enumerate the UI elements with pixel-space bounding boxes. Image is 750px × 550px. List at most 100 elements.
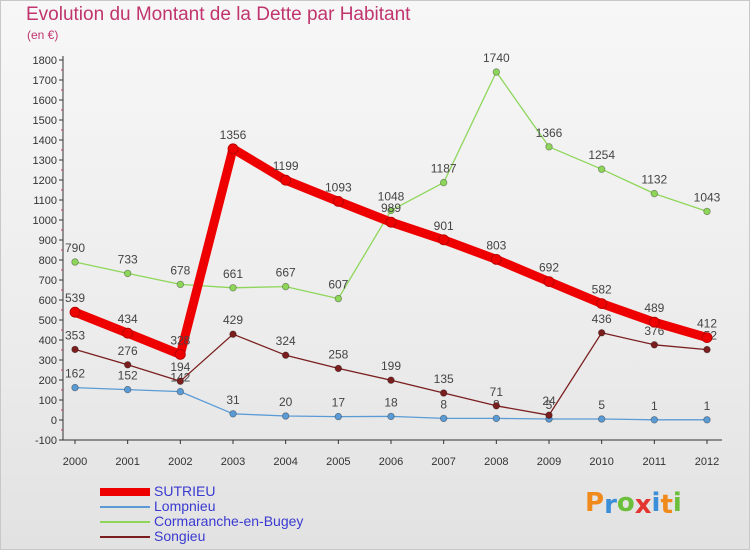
- series-line-sutrieu: [70, 144, 712, 359]
- data-point: [545, 143, 553, 151]
- data-point: [439, 389, 448, 397]
- data-label: 1199: [273, 159, 299, 173]
- data-label: 324: [276, 334, 296, 348]
- x-tick-label: 2006: [379, 456, 403, 468]
- data-label: 1048: [378, 189, 405, 203]
- data-label: 582: [592, 283, 612, 297]
- data-point: [123, 269, 132, 278]
- data-label: 1: [704, 399, 711, 413]
- y-tick-label: 500: [39, 315, 57, 327]
- data-label: 194: [170, 360, 190, 374]
- y-tick-label: 1700: [33, 75, 57, 87]
- data-point: [650, 416, 659, 424]
- data-label: 276: [118, 344, 138, 358]
- data-label: 790: [65, 241, 85, 255]
- data-point: [229, 284, 237, 292]
- legend-item: Lompnieu: [100, 499, 303, 514]
- data-label: 1: [651, 399, 658, 413]
- data-label: 733: [118, 252, 138, 266]
- data-label: 31: [226, 393, 240, 407]
- y-tick-label: 100: [39, 395, 57, 407]
- chart-subtitle: (en €): [27, 28, 59, 42]
- data-label: 692: [539, 261, 559, 275]
- data-label: 1740: [483, 51, 510, 65]
- y-tick-label: 1600: [33, 95, 57, 107]
- data-label: 199: [381, 359, 401, 373]
- logo-letter: x: [634, 490, 652, 520]
- legend-item: SUTRIEU: [100, 484, 303, 499]
- y-tick-label: 300: [39, 355, 57, 367]
- data-point: [387, 376, 395, 384]
- legend-swatch: [100, 487, 150, 496]
- legend-item: Cormaranche-en-Bugey: [100, 514, 303, 529]
- y-tick-label: 1800: [33, 55, 57, 67]
- data-point: [648, 316, 660, 328]
- data-label: 5: [598, 398, 605, 412]
- data-point: [122, 327, 134, 339]
- data-point: [71, 258, 79, 266]
- data-point: [334, 294, 343, 303]
- x-tick-label: 2012: [695, 456, 719, 468]
- data-point: [650, 189, 659, 198]
- chart-legend: SUTRIEU Lompnieu Cormaranche-en-Bugey Songi…: [100, 484, 303, 544]
- data-label: 1366: [536, 126, 563, 140]
- data-label: 24: [542, 394, 556, 408]
- data-label: 434: [118, 312, 138, 326]
- data-point: [490, 253, 502, 265]
- logo-letter: o: [616, 488, 635, 518]
- data-point: [281, 351, 290, 359]
- y-tick-label: 600: [39, 295, 57, 307]
- data-point: [385, 216, 397, 228]
- data-label: 803: [486, 238, 506, 252]
- data-point: [281, 412, 290, 420]
- data-point: [703, 345, 711, 354]
- data-label: 5: [546, 398, 553, 412]
- y-tick-label: 1000: [33, 215, 57, 227]
- data-label: 1093: [325, 180, 352, 194]
- x-tick-label: 2002: [168, 456, 192, 468]
- data-label: 1187: [431, 162, 457, 176]
- chart-title: Evolution du Montant de la Dette par Hab…: [26, 4, 411, 25]
- data-point: [492, 402, 501, 410]
- data-point: [123, 361, 132, 369]
- data-point: [701, 332, 713, 344]
- legend-label: SUTRIEU: [154, 483, 216, 499]
- data-point: [71, 383, 79, 392]
- data-point: [176, 377, 185, 385]
- data-point: [334, 412, 343, 421]
- legend-swatch: [100, 520, 150, 523]
- data-point: [703, 207, 711, 216]
- logo-letter: i: [672, 488, 682, 518]
- data-label: 1043: [694, 190, 721, 204]
- data-label: 162: [65, 367, 85, 381]
- x-tick-label: 2000: [63, 456, 87, 468]
- data-point: [597, 329, 606, 337]
- line-chart: -100 0 100 200 300 400 500 600 700 800 900 1000 1100…: [33, 51, 722, 468]
- logo-letter: t: [660, 490, 673, 520]
- data-point: [229, 330, 237, 338]
- data-point: [545, 411, 553, 419]
- y-tick-label: 1500: [33, 115, 57, 127]
- data-label: 20: [279, 395, 293, 409]
- data-label: 1132: [641, 173, 667, 187]
- data-label: 328: [170, 333, 190, 347]
- data-label: 901: [434, 219, 454, 233]
- logo-letter: i: [651, 488, 661, 518]
- data-label: 17: [332, 396, 346, 410]
- y-tick-label: 800: [39, 255, 57, 267]
- legend-item: Songieu: [100, 529, 303, 544]
- legend-swatch: [100, 505, 150, 508]
- data-point: [227, 143, 239, 155]
- data-point: [650, 341, 659, 349]
- y-tick-label: 200: [39, 375, 57, 387]
- y-tick-label: 700: [39, 275, 57, 287]
- proxiti-logo: Proxiti: [585, 488, 682, 520]
- data-label: 258: [328, 347, 348, 361]
- data-label: 429: [223, 313, 243, 327]
- data-point: [334, 364, 343, 373]
- data-point: [123, 385, 132, 394]
- data-label: 607: [328, 278, 348, 292]
- legend-label: Songieu: [154, 528, 206, 544]
- data-point: [174, 348, 186, 360]
- y-tick-label: 1100: [33, 195, 57, 207]
